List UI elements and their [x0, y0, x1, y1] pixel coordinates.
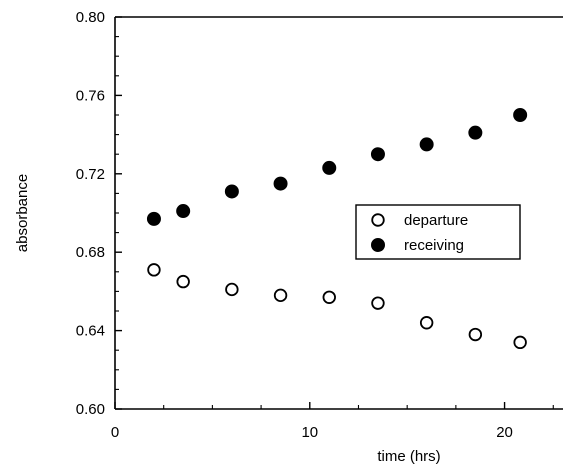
- receiving-point: [146, 211, 161, 226]
- legend-box: [355, 204, 521, 260]
- y-axis-ticks: 0.60 0.64 0.68 0.72 0.76 0.80: [76, 9, 122, 418]
- receiving-point: [273, 176, 288, 191]
- departure-point: [468, 327, 483, 342]
- receiving-point: [224, 184, 239, 199]
- departure-point: [322, 290, 336, 304]
- x-tick-label: 0: [111, 424, 119, 441]
- departure-point: [419, 316, 434, 330]
- receiving-point: [370, 147, 385, 162]
- x-tick-label: 10: [301, 424, 318, 441]
- departure-point: [147, 263, 161, 277]
- x-axis-label: time (hrs): [377, 448, 440, 464]
- legend-marker: [371, 238, 385, 252]
- x-axis-ticks: 0 10 20: [111, 402, 554, 441]
- receiving-point: [322, 160, 337, 175]
- legend-label: departure: [404, 212, 468, 229]
- departure-point: [225, 282, 239, 297]
- y-tick-label: 0.72: [76, 166, 105, 183]
- departure-point: [513, 335, 527, 350]
- receiving-point: [419, 137, 434, 152]
- legend: departure receiving: [355, 204, 521, 260]
- departure-point: [273, 288, 288, 303]
- legend-marker: [371, 213, 385, 227]
- receiving-point: [513, 108, 528, 122]
- x-tick-label: 20: [496, 424, 513, 441]
- y-axis-label: absorbance: [14, 174, 31, 252]
- y-tick-label: 0.64: [76, 323, 105, 340]
- receiving-point: [176, 204, 191, 219]
- y-tick-label: 0.60: [76, 401, 105, 418]
- departure-point: [176, 274, 190, 289]
- y-tick-label: 0.80: [76, 9, 105, 26]
- receiving-point: [468, 125, 483, 140]
- data-points: [146, 108, 528, 350]
- legend-label: receiving: [404, 237, 464, 254]
- y-tick-label: 0.76: [76, 87, 105, 104]
- departure-point: [371, 296, 385, 310]
- y-tick-label: 0.68: [76, 244, 105, 261]
